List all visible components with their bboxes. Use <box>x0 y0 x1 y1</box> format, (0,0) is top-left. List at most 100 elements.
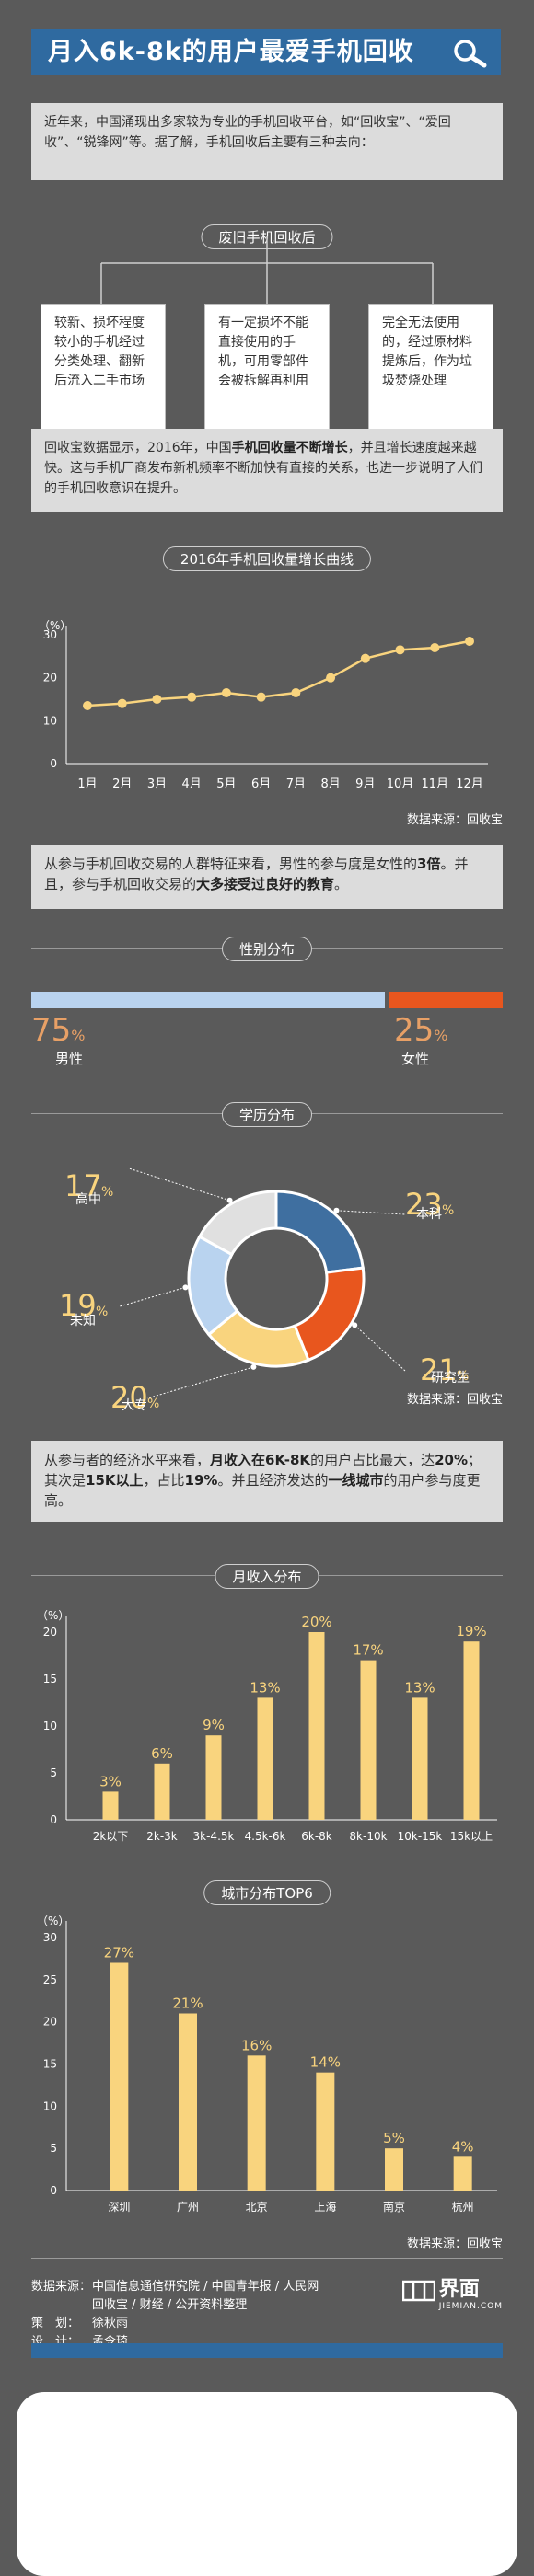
data-point <box>326 673 336 683</box>
bar <box>179 2013 197 2191</box>
para4-i: 。并且经济发达的 <box>217 1472 329 1489</box>
percent-sign: % <box>457 1369 469 1384</box>
logo-mark-icon <box>401 2280 435 2302</box>
logo-sub: JIEMIAN.COM <box>438 2302 503 2311</box>
y-tick-label: 5 <box>50 1766 57 1779</box>
x-tick-label: 深圳 <box>108 2201 130 2214</box>
donut-slice <box>293 1266 366 1363</box>
gender-edu-panel: 从参与手机回收交易的人群特征来看，男性的参与度是女性的3倍。并且，参与手机回收交… <box>31 845 503 909</box>
city-title: 城市分布TOP6 <box>203 1880 331 1905</box>
x-tick-label: 5月 <box>216 777 236 791</box>
x-tick-label: 4月 <box>182 777 202 791</box>
x-tick-label: 9月 <box>355 777 375 791</box>
para3-a: 从参与手机回收交易的人群特征来看，男性的参与度是女性的 <box>44 856 418 872</box>
percent-sign: % <box>96 1305 108 1319</box>
percent-sign: % <box>434 1027 448 1044</box>
data-point <box>291 688 301 697</box>
y-tick-label: 15 <box>43 1673 57 1685</box>
page-title: 月入6k-8k的用户最爱手机回收 <box>48 38 414 66</box>
x-tick-label: 1月 <box>77 777 97 791</box>
data-point <box>430 643 440 652</box>
y-axis-unit: （%） <box>39 619 71 632</box>
bar-value-label: 5% <box>383 2130 405 2146</box>
data-point <box>83 701 92 710</box>
bar <box>412 1697 428 1820</box>
data-point <box>221 688 231 697</box>
y-tick-label: 5 <box>50 2142 57 2155</box>
x-tick-label: 上海 <box>314 2200 336 2214</box>
line-chart-title: 2016年手机回收量增长曲线 <box>162 546 372 571</box>
y-tick-label: 25 <box>43 1973 57 1986</box>
divider <box>31 2258 503 2259</box>
donut-value-label: 20 <box>110 1380 148 1415</box>
percent-sign: % <box>147 1397 159 1411</box>
bar <box>205 1735 222 1820</box>
para4-d: 20% <box>435 1452 468 1468</box>
data-point <box>152 695 162 704</box>
footer-planner: 徐秋雨 <box>92 2317 129 2330</box>
y-tick-label: 20 <box>43 1626 57 1639</box>
x-tick-label: 8月 <box>320 777 340 791</box>
donut-category-label: 本科 <box>416 1207 442 1222</box>
donut-category-label: 研究生 <box>431 1371 470 1386</box>
fate-box-resale: 较新、损坏程度较小的手机经过分类处理、翻新后流入二手市场 <box>41 304 166 440</box>
bottom-bar <box>31 2343 503 2358</box>
bar <box>154 1763 170 1820</box>
header-banner: 月入6k-8k的用户最爱手机回收 <box>31 29 501 75</box>
percent-sign: % <box>71 1027 86 1044</box>
donut-category-label: 大专 <box>122 1398 147 1413</box>
percent-sign: % <box>101 1185 113 1200</box>
x-tick-label: 12月 <box>456 777 483 791</box>
search-icon <box>454 40 487 68</box>
data-point <box>187 692 197 702</box>
bar <box>316 2072 335 2191</box>
x-tick-label: 6k-8k <box>301 1830 332 1843</box>
x-tick-label: 3月 <box>147 777 167 791</box>
male-label: 男性 <box>55 1051 84 1067</box>
donut-value-label: 23 <box>405 1187 443 1222</box>
para2-b: 手机回收量不断增长 <box>231 441 348 455</box>
gender-bar <box>31 992 503 1008</box>
leader-line <box>128 1167 230 1202</box>
para4-j: 一线城市 <box>328 1472 384 1489</box>
bar <box>385 2148 403 2191</box>
intro-text: 近年来，中国涌现出多家较为专业的手机回收平台，如“回收宝”、“爱回收”、“锐锋网… <box>44 115 451 150</box>
bar-value-label: 4% <box>452 2138 474 2155</box>
bar <box>360 1660 377 1820</box>
para4-g: ，占比 <box>143 1472 185 1489</box>
para2-c: ，并且增长速度越来越快。这与手机厂商发布新机频率不断加快有直接的关系，也进一步说… <box>44 441 482 496</box>
fate-connector <box>100 236 434 304</box>
x-tick-label: 4.5k-6k <box>245 1830 286 1843</box>
edu-title: 学历分布 <box>221 1102 313 1127</box>
x-tick-label: 2k以下 <box>93 1830 129 1843</box>
x-tick-label: 2k-3k <box>146 1830 178 1843</box>
y-tick-label: 20 <box>43 2016 57 2029</box>
para4-k: 的用户参与度更高。 <box>44 1472 481 1509</box>
footer-source-label: 数据来源： <box>31 2280 92 2294</box>
x-tick-label: 8k-10k <box>349 1830 387 1843</box>
footer-planner-label: 策 划： <box>31 2317 80 2330</box>
bar-value-label: 16% <box>241 2037 272 2053</box>
x-tick-label: 3k-4.5k <box>193 1830 235 1843</box>
bar <box>102 1791 119 1820</box>
line-chart: （%） 0 10 20 30 1月 2月 3月 4月 5月 6月 7月 8月 9月 10月 11月 12月 <box>39 619 488 791</box>
y-tick-label: 10 <box>43 714 57 727</box>
x-tick-label: 11月 <box>421 777 448 791</box>
line-chart-source: 数据来源：回收宝 <box>406 813 503 827</box>
bar-value-label: 19% <box>456 1623 486 1639</box>
leader-line <box>336 1210 406 1215</box>
edu-source: 数据来源：回收宝 <box>406 1393 503 1407</box>
gender-bar-male <box>31 992 385 1008</box>
donut-category-label: 高中 <box>75 1191 101 1207</box>
para4-h: 19% <box>184 1472 218 1489</box>
series-line <box>87 639 470 707</box>
x-tick-label: 15k以上 <box>450 1830 493 1843</box>
y-tick-label: 10 <box>43 1719 57 1732</box>
bar-value-label: 9% <box>203 1717 225 1733</box>
y-tick-label: 0 <box>50 1813 57 1826</box>
bar-value-label: 13% <box>250 1679 280 1696</box>
x-tick-label: 2月 <box>112 777 132 791</box>
leader-line <box>119 1286 186 1307</box>
